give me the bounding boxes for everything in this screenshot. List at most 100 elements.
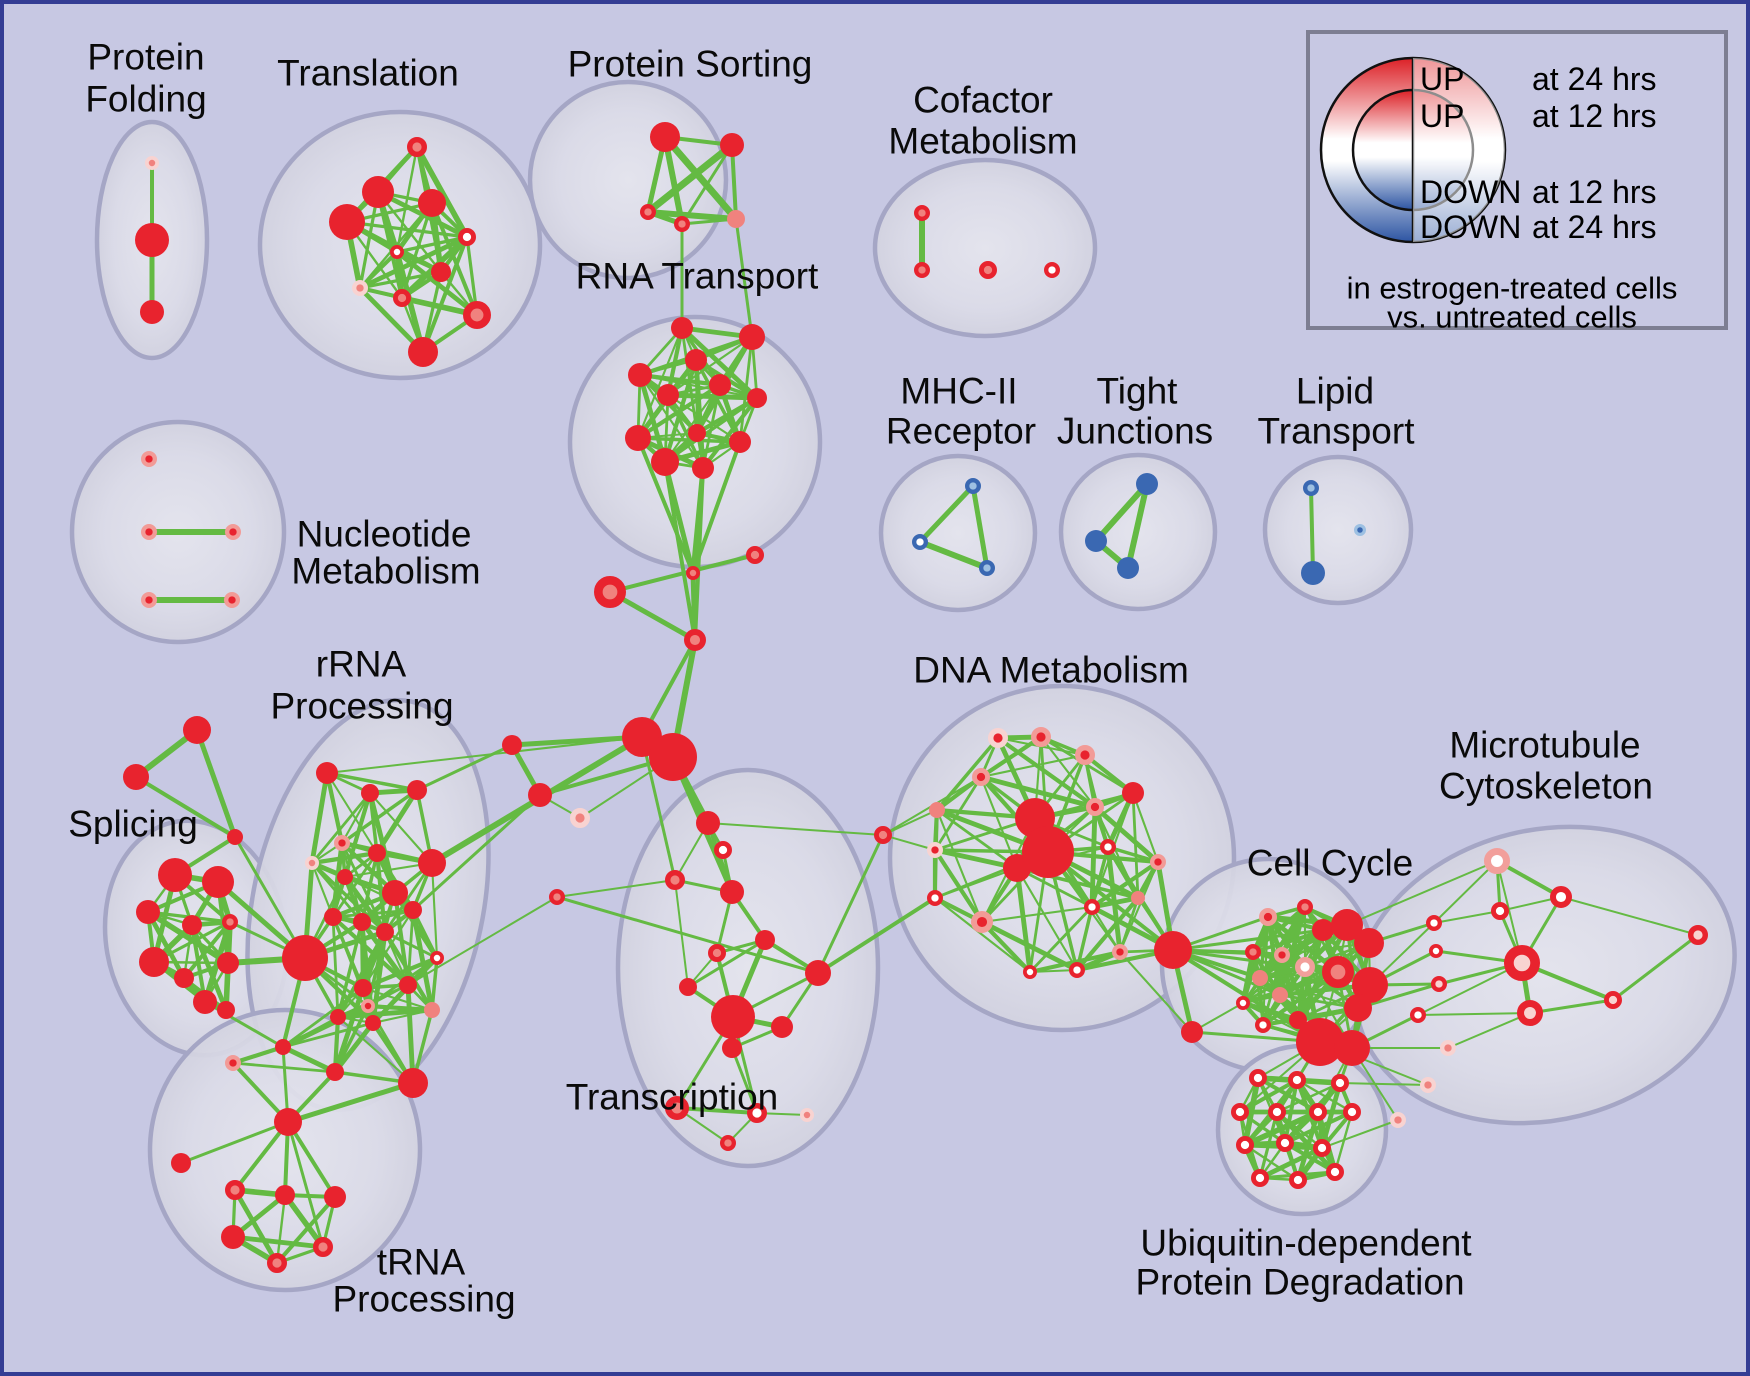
cluster-label-tight-junctions: Junctions [1057,411,1213,452]
network-edge [280,1044,338,1075]
node-dm10 [970,910,993,933]
node-rt5 [709,374,731,396]
node-mc1 [1484,848,1511,875]
network-edge [406,908,415,987]
cluster-label-ubiquitin-degradation: Ubiquitin-dependent [1140,1223,1472,1264]
node-dm20 [1181,1021,1203,1043]
legend-caption-line2: vs. untreated cells [1387,300,1637,335]
node-ic2 [926,889,943,906]
node-cr5 [1440,1040,1457,1057]
node-ub9 [1276,1134,1295,1153]
node-cc15 [1289,1011,1307,1029]
network-edge [232,1187,280,1266]
cluster-label-nucleotide-metabolism: Nucleotide [297,514,472,555]
cluster-label-trna-processing: Processing [332,1279,515,1320]
node-rt1 [671,317,693,339]
network-edge [935,808,1019,870]
network-edge [917,483,976,545]
node-cc13 [1236,996,1251,1011]
network-edge [421,235,469,354]
legend-time-2: at 12 hrs [1532,174,1657,210]
network-edge [1274,1109,1338,1175]
node-cc9 [1321,956,1354,989]
node-ps1 [650,122,680,152]
node-rr17 [361,999,376,1014]
network-edge [310,791,372,865]
node-rr3 [407,780,427,800]
node-tx9 [805,960,831,986]
network-edge [335,1007,435,1020]
network-edge [1118,950,1194,1034]
network-edge [882,834,936,851]
network-edge [1125,481,1150,571]
node-pf3 [140,300,164,324]
network-edge [638,373,759,400]
network-edge [1093,481,1150,544]
node-rt12 [692,457,714,479]
cluster-label-rrna-processing: rRNA [316,644,407,685]
network-edge [979,753,1087,779]
network-edge [330,840,345,920]
network-edge [282,1192,326,1250]
cluster-label-protein-folding: Protein [87,37,204,78]
legend-direction-2: DOWN [1420,174,1521,210]
network-edge [430,201,479,317]
network-edge [358,250,399,290]
node-cc14 [1255,1016,1272,1033]
network-edge [1528,998,1615,1015]
node-cm1 [913,205,930,222]
network-edge [979,919,1080,973]
node-cc8 [1294,957,1315,978]
cluster-label-lipid-transport: Transport [1258,411,1416,452]
node-ic1 [873,825,892,844]
node-dm4 [971,767,990,786]
cluster-label-trna-processing: tRNA [377,1242,466,1283]
node-rr7 [337,869,353,885]
node-ub4 [1231,1103,1250,1122]
node-t4 [329,204,365,240]
cluster-label-microtubule-cytoskeleton: Cytoskeleton [1439,766,1653,807]
node-tn2 [275,1185,295,1205]
node-cc3 [1312,919,1334,941]
network-edge [331,851,379,919]
network-edge [343,861,434,879]
node-tx12 [722,1038,742,1058]
network-edge [1039,735,1097,809]
network-edge [340,788,419,845]
network-edge [690,570,698,643]
network-edge [331,915,340,1019]
node-rt10 [729,431,751,453]
node-rr8 [382,880,408,906]
node-ps5 [727,210,745,228]
node-rt8 [625,425,651,451]
network-edge [1090,905,1122,954]
network-edge [331,908,415,919]
node-dmg2 [1022,826,1074,878]
network-edge [1283,1141,1337,1174]
network-edge [1258,976,1360,1010]
node-dm6 [1086,797,1105,816]
node-nm5 [224,591,241,608]
node-rr19 [365,1015,381,1031]
network-edge [368,791,434,865]
network-edge [1238,1078,1299,1114]
network-edge [934,774,984,813]
node-rt3 [685,349,707,371]
network-edge [730,143,738,221]
network-edge [666,335,754,397]
node-tx14 [747,1102,768,1123]
node-tnlone [171,1153,191,1173]
node-cm3 [978,260,997,279]
node-tn3 [324,1186,346,1208]
network-edge [358,270,443,290]
node-tx16 [719,1135,736,1152]
node-tx15 [800,1108,815,1123]
network-edge [1014,865,1033,975]
node-tn6 [267,1252,288,1273]
node-cc18 [1344,994,1372,1022]
node-rt4 [628,363,652,387]
cluster-ellipse-transcription [615,767,881,1169]
network-edge [1611,933,1700,1002]
network-edge [342,790,373,880]
